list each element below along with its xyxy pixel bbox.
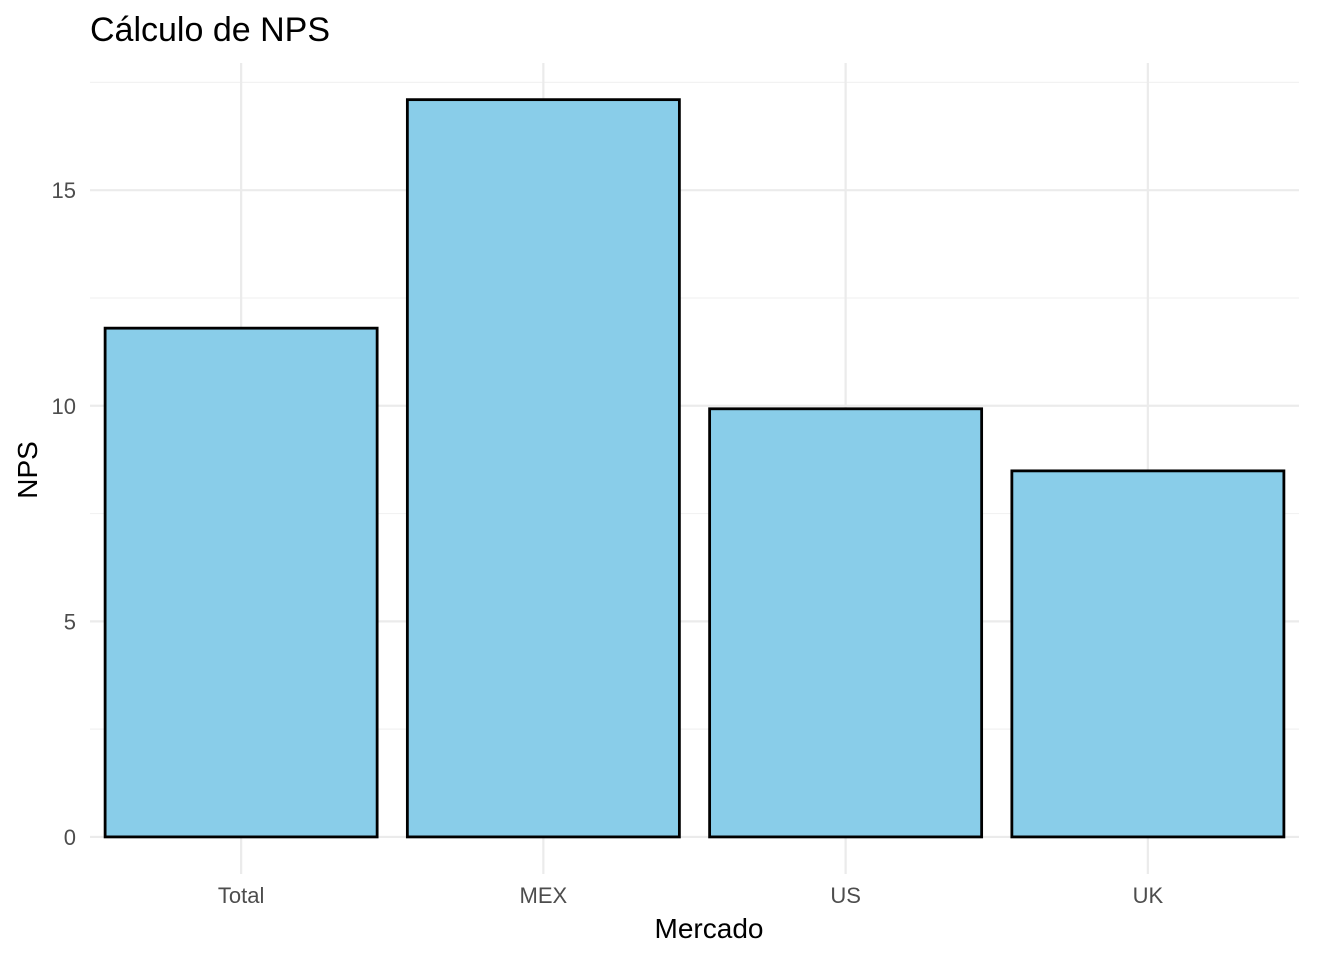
x-tick-label-us: US bbox=[830, 883, 861, 908]
x-tick-label-uk: UK bbox=[1133, 883, 1164, 908]
y-tick-label-0: 0 bbox=[64, 825, 76, 850]
y-axis-ticks: 0 5 10 15 bbox=[52, 178, 76, 850]
x-axis-ticks: Total MEX US UK bbox=[218, 883, 1164, 908]
bar-mex bbox=[405, 98, 681, 839]
y-tick-label-10: 10 bbox=[52, 394, 76, 419]
chart-title: Cálculo de NPS bbox=[90, 11, 330, 49]
y-tick-label-5: 5 bbox=[64, 609, 76, 634]
y-tick-label-15: 15 bbox=[52, 178, 76, 203]
bar-uk bbox=[1010, 469, 1286, 839]
x-tick-label-mex: MEX bbox=[520, 883, 568, 908]
bar-us bbox=[708, 407, 984, 839]
bars-layer bbox=[103, 98, 1286, 839]
y-axis-title: NPS bbox=[12, 441, 43, 499]
x-tick-label-total: Total bbox=[218, 883, 264, 908]
x-axis-title: Mercado bbox=[655, 913, 764, 944]
bar-total bbox=[103, 326, 379, 839]
